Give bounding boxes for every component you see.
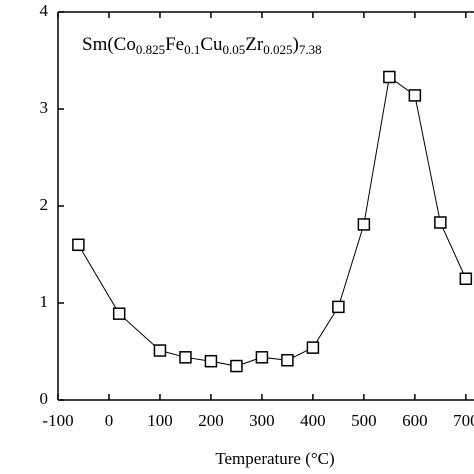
y-tick-label: 0 [40, 389, 49, 408]
series-line [77, 76, 467, 367]
annotation-subscript: 0.1 [184, 42, 200, 57]
y-tick-label: 1 [40, 292, 49, 311]
marker [383, 70, 396, 84]
marker [153, 344, 167, 357]
marker [408, 89, 422, 102]
annotation-text: Fe [165, 34, 184, 55]
x-tick-label: 700 [453, 411, 474, 430]
marker [281, 353, 294, 367]
marker [459, 272, 473, 285]
annotation-subscript: 0.05 [223, 42, 246, 57]
marker [357, 218, 371, 231]
y-tick-label: 2 [40, 195, 49, 214]
y-tick-label: 4 [40, 1, 49, 20]
y-tick-label: 3 [40, 98, 49, 117]
x-tick-label: 100 [147, 411, 173, 430]
marker [255, 351, 269, 364]
annotation-subscript: 7.38 [299, 42, 322, 57]
annotation-subscript: 0.025 [263, 42, 292, 57]
x-tick-label: 0 [105, 411, 114, 430]
marker [306, 341, 320, 354]
x-axis-label: Temperature (°C) [215, 449, 334, 468]
annotation-subscript: 0.825 [136, 42, 165, 57]
marker [72, 238, 85, 252]
x-tick-label: 400 [300, 411, 326, 430]
marker [434, 216, 447, 229]
marker [179, 351, 192, 364]
x-tick-label: 600 [402, 411, 428, 430]
annotation-text: Zr [245, 34, 264, 55]
marker [230, 359, 243, 373]
marker [112, 307, 126, 320]
x-tick-label: -100 [42, 411, 73, 430]
annotation-text: Sm(Co [82, 34, 136, 55]
annotation: Sm(Co0.825Fe0.1Cu0.05Zr0.025)7.38 [82, 34, 322, 57]
marker [332, 300, 345, 314]
marker [204, 354, 218, 368]
x-tick-label: 200 [198, 411, 224, 430]
annotation-text: Cu [200, 34, 223, 55]
annotation-text: ) [292, 34, 298, 55]
x-tick-label: 300 [249, 411, 275, 430]
x-tick-label: 500 [351, 411, 377, 430]
